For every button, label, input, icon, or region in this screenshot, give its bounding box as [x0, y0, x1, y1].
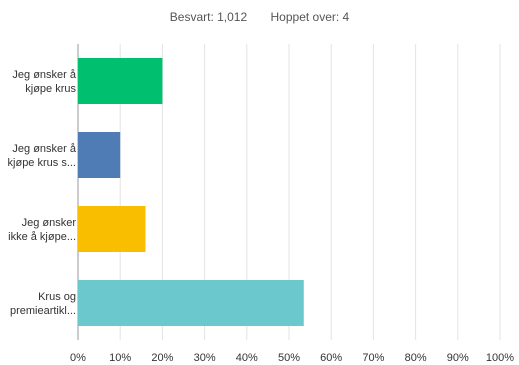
x-tick-label: 70%	[362, 352, 384, 364]
x-tick-label: 10%	[109, 352, 131, 364]
bar-3[interactable]	[78, 206, 146, 252]
x-tick-label: 60%	[320, 352, 342, 364]
x-tick-label: 40%	[236, 352, 258, 364]
skipped-count: Hoppet over: 4	[270, 10, 350, 24]
category-label: Jeg ønsker ikke å kjøpe...	[8, 217, 76, 243]
category-label: Jeg ønsker å kjøpe krus	[12, 69, 76, 95]
x-tick-label: 100%	[486, 352, 514, 364]
x-tick-label: 20%	[151, 352, 173, 364]
bar-2[interactable]	[78, 132, 121, 178]
category-label: Jeg ønsker å kjøpe krus s...	[8, 143, 77, 169]
x-tick-label: 0%	[70, 352, 86, 364]
x-tick-label: 90%	[447, 352, 469, 364]
x-tick-label: 30%	[194, 352, 216, 364]
x-tick-label: 50%	[278, 352, 300, 364]
bar-1[interactable]	[78, 58, 163, 104]
response-summary: Besvart: 1,012 Hoppet over: 4	[0, 10, 519, 24]
category-label: Krus og premieartikl...	[10, 291, 76, 317]
x-tick-label: 80%	[405, 352, 427, 364]
answered-count: Besvart: 1,012	[169, 10, 248, 24]
bar-4[interactable]	[78, 280, 304, 326]
